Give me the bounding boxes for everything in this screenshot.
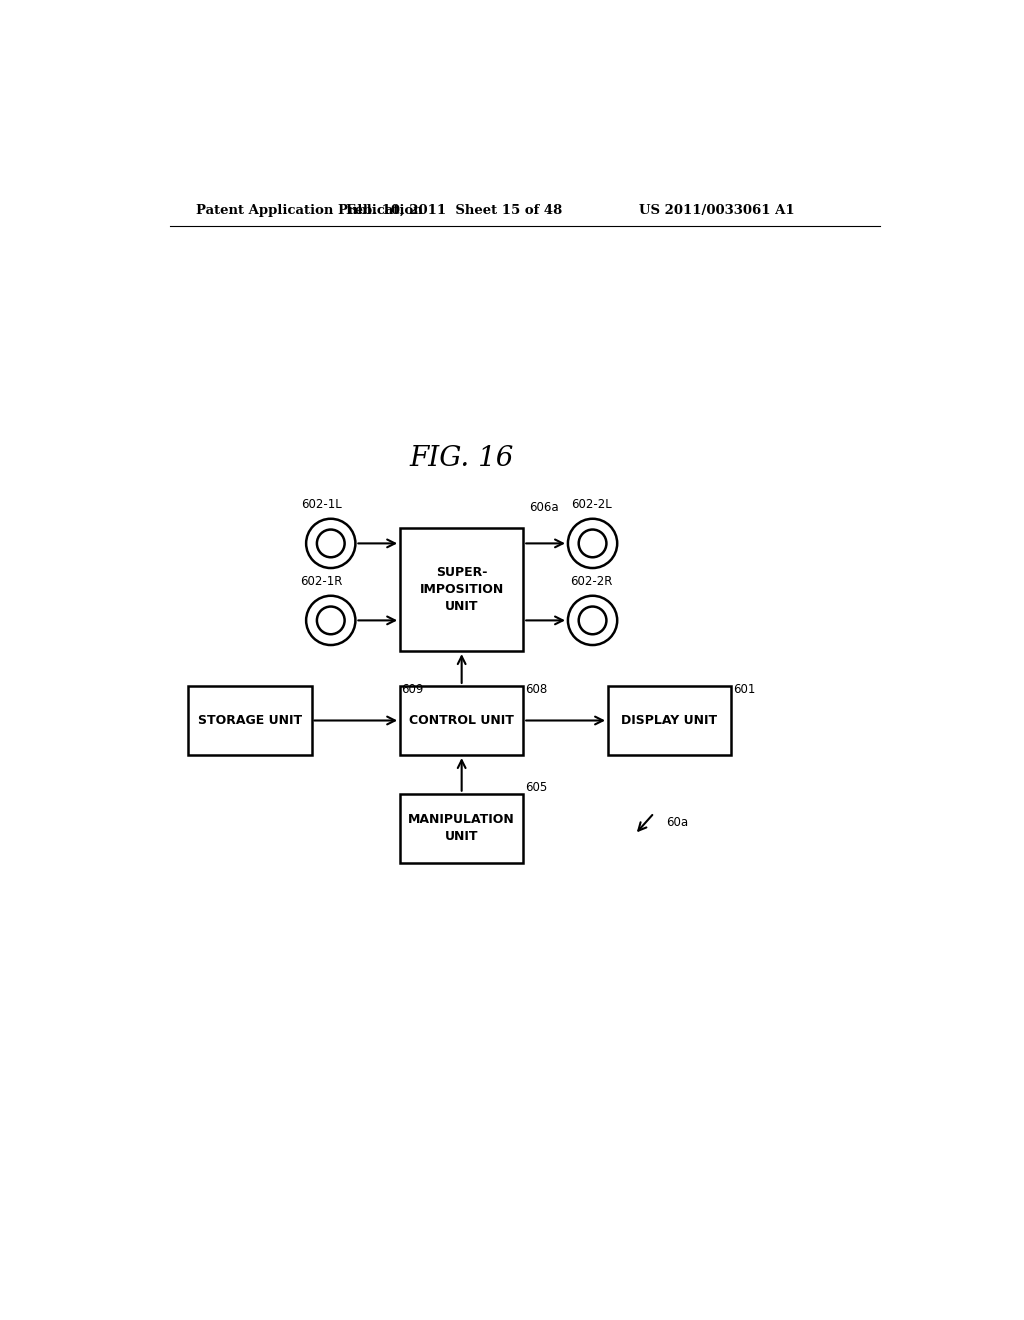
Circle shape [316, 607, 345, 635]
Circle shape [568, 519, 617, 568]
Text: STORAGE UNIT: STORAGE UNIT [198, 714, 302, 727]
Circle shape [568, 595, 617, 645]
Text: 609: 609 [401, 682, 424, 696]
Text: Patent Application Publication: Patent Application Publication [196, 205, 423, 218]
Text: FIG. 16: FIG. 16 [410, 445, 514, 473]
Text: MANIPULATION
UNIT: MANIPULATION UNIT [409, 813, 515, 843]
Text: 601: 601 [733, 682, 755, 696]
Text: 608: 608 [524, 682, 547, 696]
Bar [400, 686, 523, 755]
Bar [608, 686, 731, 755]
Circle shape [579, 529, 606, 557]
Circle shape [306, 595, 355, 645]
Text: 602-2L: 602-2L [570, 498, 611, 511]
Circle shape [316, 529, 345, 557]
Circle shape [579, 607, 606, 635]
Text: Feb. 10, 2011  Sheet 15 of 48: Feb. 10, 2011 Sheet 15 of 48 [346, 205, 562, 218]
Text: 602-1R: 602-1R [300, 576, 343, 589]
Text: 606a: 606a [529, 502, 559, 515]
Circle shape [306, 519, 355, 568]
Bar [400, 528, 523, 651]
Bar [188, 686, 311, 755]
Text: SUPER-
IMPOSITION
UNIT: SUPER- IMPOSITION UNIT [420, 566, 504, 612]
Text: DISPLAY UNIT: DISPLAY UNIT [622, 714, 718, 727]
Text: CONTROL UNIT: CONTROL UNIT [410, 714, 514, 727]
Text: 605: 605 [524, 780, 547, 793]
Bar [400, 793, 523, 863]
Text: US 2011/0033061 A1: US 2011/0033061 A1 [639, 205, 795, 218]
Text: 602-1L: 602-1L [301, 498, 342, 511]
Text: 60a: 60a [666, 816, 688, 829]
Text: 602-2R: 602-2R [569, 576, 612, 589]
